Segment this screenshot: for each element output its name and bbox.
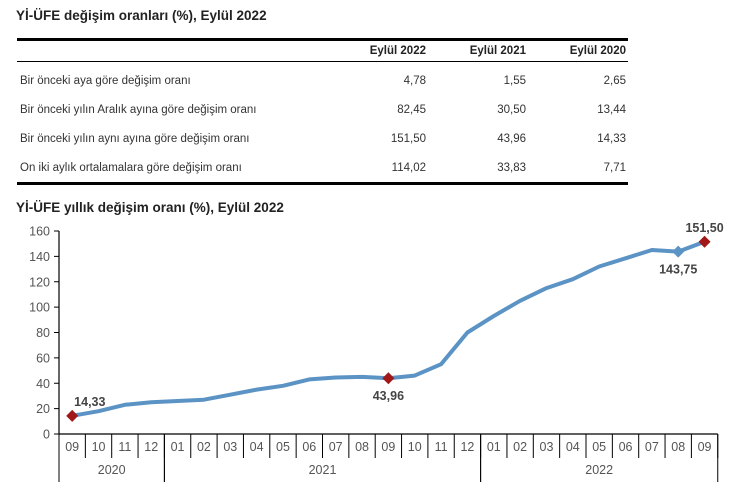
y-tick-label: 140: [29, 250, 50, 264]
x-tick-label: 07: [645, 440, 659, 454]
x-tick-label: 09: [65, 440, 79, 454]
x-tick-label: 11: [118, 440, 131, 454]
x-year-label: 2022: [585, 463, 613, 477]
x-year-label: 2020: [98, 463, 126, 477]
data-label: 43,96: [373, 389, 404, 403]
x-tick-label: 02: [197, 440, 211, 454]
x-tick-label: 08: [355, 440, 369, 454]
header-eylul-2022: Eylül 2022: [369, 45, 426, 57]
data-label: 151,50: [685, 221, 723, 235]
cell-value: 4,78: [403, 74, 426, 87]
x-tick-label: 01: [487, 440, 501, 454]
y-tick-label: 20: [36, 402, 50, 416]
y-tick-label: 100: [29, 301, 50, 315]
x-axis: 09 10 11 12 01 02 03 04 05 06 07 08 09 10 11 12 01 02 03 04…: [58, 433, 719, 482]
cell-value: 30,50: [497, 103, 526, 116]
row-label: Bir önceki yılın aynı ayına göre değişim…: [20, 132, 250, 145]
x-tick-label: 06: [302, 440, 316, 454]
x-tick-label: 05: [276, 440, 290, 454]
table-row: Bir önceki yılın aynı ayına göre değişim…: [17, 124, 628, 153]
table-header-row: Eylül 2022 Eylül 2021 Eylül 2020: [17, 39, 628, 62]
y-tick-label: 60: [36, 351, 50, 365]
y-tick-label: 120: [29, 275, 50, 289]
table-row: Bir önceki yılın Aralık ayına göre değiş…: [17, 95, 628, 124]
x-tick-label: 12: [144, 440, 158, 454]
x-tick-label: 07: [329, 440, 343, 454]
cell-value: 1,55: [503, 74, 526, 87]
cell-value: 2,65: [603, 74, 626, 87]
x-tick-label: 06: [619, 440, 633, 454]
cell-value: 33,83: [497, 161, 526, 174]
data-label: 14,33: [74, 395, 105, 409]
y-axis: 0 20 40 60 80 100 120 140 160: [29, 225, 60, 442]
cell-value: 151,50: [390, 132, 426, 145]
cell-value: 13,44: [597, 103, 626, 116]
cell-value: 114,02: [391, 161, 426, 174]
x-tick-label: 10: [408, 440, 422, 454]
y-tick-label: 160: [29, 225, 50, 239]
diamond-marker-icon: [382, 372, 395, 385]
table-row: Bir önceki aya göre değişim oranı 4,78 1…: [17, 62, 628, 96]
cell-value: 14,33: [597, 132, 626, 145]
table-title: Yİ-ÜFE değişim oranları (%), Eylül 2022: [16, 8, 267, 23]
diamond-marker-icon: [66, 409, 79, 422]
x-tick-label: 02: [513, 440, 527, 454]
x-tick-label: 03: [540, 440, 554, 454]
x-tick-label: 05: [592, 440, 606, 454]
chart-title: Yİ-ÜFE yıllık değişim oranı (%), Eylül 2…: [16, 200, 284, 215]
cell-value: 43,96: [497, 132, 526, 145]
x-tick-label: 10: [92, 440, 106, 454]
x-tick-label: 11: [435, 440, 448, 454]
x-tick-label: 09: [698, 440, 712, 454]
row-label: Bir önceki yılın Aralık ayına göre değiş…: [20, 103, 257, 116]
cell-value: 7,71: [603, 161, 626, 174]
data-annotations: 14,33 43,96 143,75 151,50: [66, 221, 724, 422]
x-tick-label: 08: [671, 440, 685, 454]
diamond-marker-icon: [672, 245, 685, 258]
header-label: [17, 40, 326, 62]
y-tick-label: 80: [36, 326, 50, 340]
x-tick-label: 12: [460, 440, 474, 454]
header-eylul-2021: Eylül 2021: [469, 45, 526, 57]
cell-value: 82,45: [397, 103, 426, 116]
x-tick-label: 04: [250, 440, 264, 454]
y-tick-label: 40: [36, 377, 50, 391]
header-eylul-2020: Eylül 2020: [569, 45, 626, 57]
x-tick-label: 01: [171, 440, 185, 454]
x-year-label: 2021: [309, 463, 337, 477]
diamond-marker-icon: [698, 235, 711, 248]
x-tick-label: 03: [223, 440, 237, 454]
x-tick-label: 04: [566, 440, 580, 454]
data-label: 143,75: [659, 263, 697, 277]
y-tick-label: 0: [43, 428, 50, 442]
row-label: Bir önceki aya göre değişim oranı: [20, 74, 191, 87]
row-label: On iki aylık ortalamalara göre değişim o…: [20, 161, 242, 174]
change-rates-table: Eylül 2022 Eylül 2021 Eylül 2020 Bir önc…: [17, 38, 628, 185]
table-row: On iki aylık ortalamalara göre değişim o…: [17, 153, 628, 184]
x-tick-label: 09: [381, 440, 395, 454]
